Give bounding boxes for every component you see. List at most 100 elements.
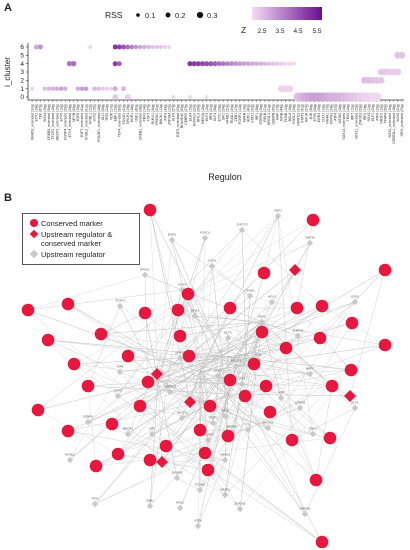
x-tick-label: ATF3 (33g) [163, 104, 167, 121]
network-edge [47, 339, 223, 357]
network-edge [181, 289, 231, 381]
network-edge [127, 353, 247, 435]
data-point [129, 44, 135, 50]
network-edge [263, 215, 279, 274]
conserved-marker-node [143, 203, 157, 217]
network-edge [187, 293, 211, 407]
node-label: HMGB2 [300, 507, 311, 511]
network-edge [179, 357, 271, 413]
data-point [116, 44, 122, 50]
data-point [233, 61, 239, 67]
data-point [204, 61, 210, 67]
data-point [287, 61, 292, 66]
data-point [394, 68, 402, 76]
x-tick-label: CEBPB (35g) [271, 104, 275, 124]
node-label: IRF4 [239, 377, 246, 381]
network-edge [261, 321, 317, 481]
network-legend: Conserved marker Upstream regulator & co… [22, 213, 140, 265]
x-tick-label: FOXP1 (12g) [238, 104, 242, 124]
x-tick-label: NFE2L2 (21g) [267, 104, 271, 125]
data-point [66, 60, 73, 67]
network-edge [245, 269, 386, 355]
data-point [58, 86, 64, 91]
network-edge [111, 355, 223, 425]
network-edge [239, 321, 263, 510]
conserved-marker-node [31, 403, 45, 417]
network-edge [179, 265, 213, 337]
network-edge [111, 423, 167, 447]
node-label: ELF1 [351, 401, 359, 405]
network-edge [37, 409, 119, 455]
conserved-marker-node [247, 357, 261, 371]
data-point [33, 44, 39, 50]
network-edge [94, 385, 333, 505]
conserved-marker-node [263, 405, 277, 419]
network-edge [177, 215, 279, 311]
x-tick-label: ETS1 (23g) [217, 104, 221, 121]
network-edge [177, 309, 306, 515]
network-edge [100, 333, 352, 371]
data-point [167, 45, 172, 49]
data-point [75, 86, 80, 91]
network-edge [169, 391, 229, 437]
network-edge [117, 353, 247, 397]
network-edge [94, 452, 206, 505]
node-label: EPAS1 [140, 268, 150, 272]
data-point [191, 61, 197, 67]
x-tick-label: KLF6 (27g) [172, 104, 176, 121]
network-edge [100, 312, 146, 335]
network-edge [176, 269, 386, 479]
upstream-regulator-node [194, 522, 202, 530]
network-edge [149, 335, 299, 507]
network-edge [87, 305, 121, 387]
node-label: TEAD1 [245, 289, 255, 293]
x-tick-label: MAFB (19g) [242, 104, 246, 122]
network-edge [277, 215, 314, 435]
upstream-regulator-node [114, 392, 122, 400]
conserved-marker-node [285, 433, 299, 447]
x-tick-label: ATF4 (22g) [334, 104, 338, 121]
x-tick-label: JUN (36g) [309, 104, 313, 119]
conserved-marker-node [290, 301, 304, 315]
node-label: POU3F1 [202, 433, 214, 437]
x-tick-label: STAT1 (32g) [251, 104, 255, 123]
data-point [245, 61, 251, 66]
upstream-regulator-node [204, 436, 212, 444]
network-edge [176, 477, 201, 491]
network-edge [87, 369, 352, 387]
color-legend-tick: 5.5 [312, 28, 321, 35]
x-tick-label: ZNF263 (23g) [359, 104, 363, 125]
network-edge [73, 363, 323, 543]
network-edge [224, 393, 229, 461]
network-edge [117, 215, 279, 455]
node-label: MYBL2 [65, 453, 75, 457]
x-tick-label: HOXA10 (22g) [192, 104, 196, 126]
data-point [63, 86, 68, 91]
x-tick-label: PBX3 (14g) [143, 104, 147, 122]
network-edge [27, 274, 146, 311]
data-point [195, 61, 201, 67]
node-label: MYB [255, 353, 262, 357]
data-point [46, 86, 51, 91]
network-edge [291, 407, 356, 441]
network-edge [165, 301, 356, 447]
conserved-marker-node [121, 349, 135, 363]
upstream-regulator-node [277, 394, 285, 402]
node-label: VDR [278, 391, 285, 395]
x-tick-label: USF1 (42g) [134, 104, 138, 122]
y-tick-label: 3 [20, 69, 24, 76]
upstream-regulator-node [244, 426, 252, 434]
x-tick-label: HIF1A (27g) [305, 104, 309, 122]
conserved-marker-node [143, 453, 157, 467]
network-edge [177, 309, 386, 346]
data-point [88, 45, 93, 49]
x-tick-label: MAF (17g) [276, 104, 280, 120]
conserved-marker-node [61, 297, 75, 311]
network-edge [119, 371, 241, 510]
x-tick-label: JUNB (44g) [280, 104, 284, 122]
data-point [270, 61, 276, 66]
conserved-marker-node [315, 535, 329, 548]
x-tick-label: ELF1 (25g) [371, 104, 375, 121]
x-tick-label: BACH1 (12g) [159, 104, 163, 124]
node-label: BACH1 [263, 421, 273, 425]
